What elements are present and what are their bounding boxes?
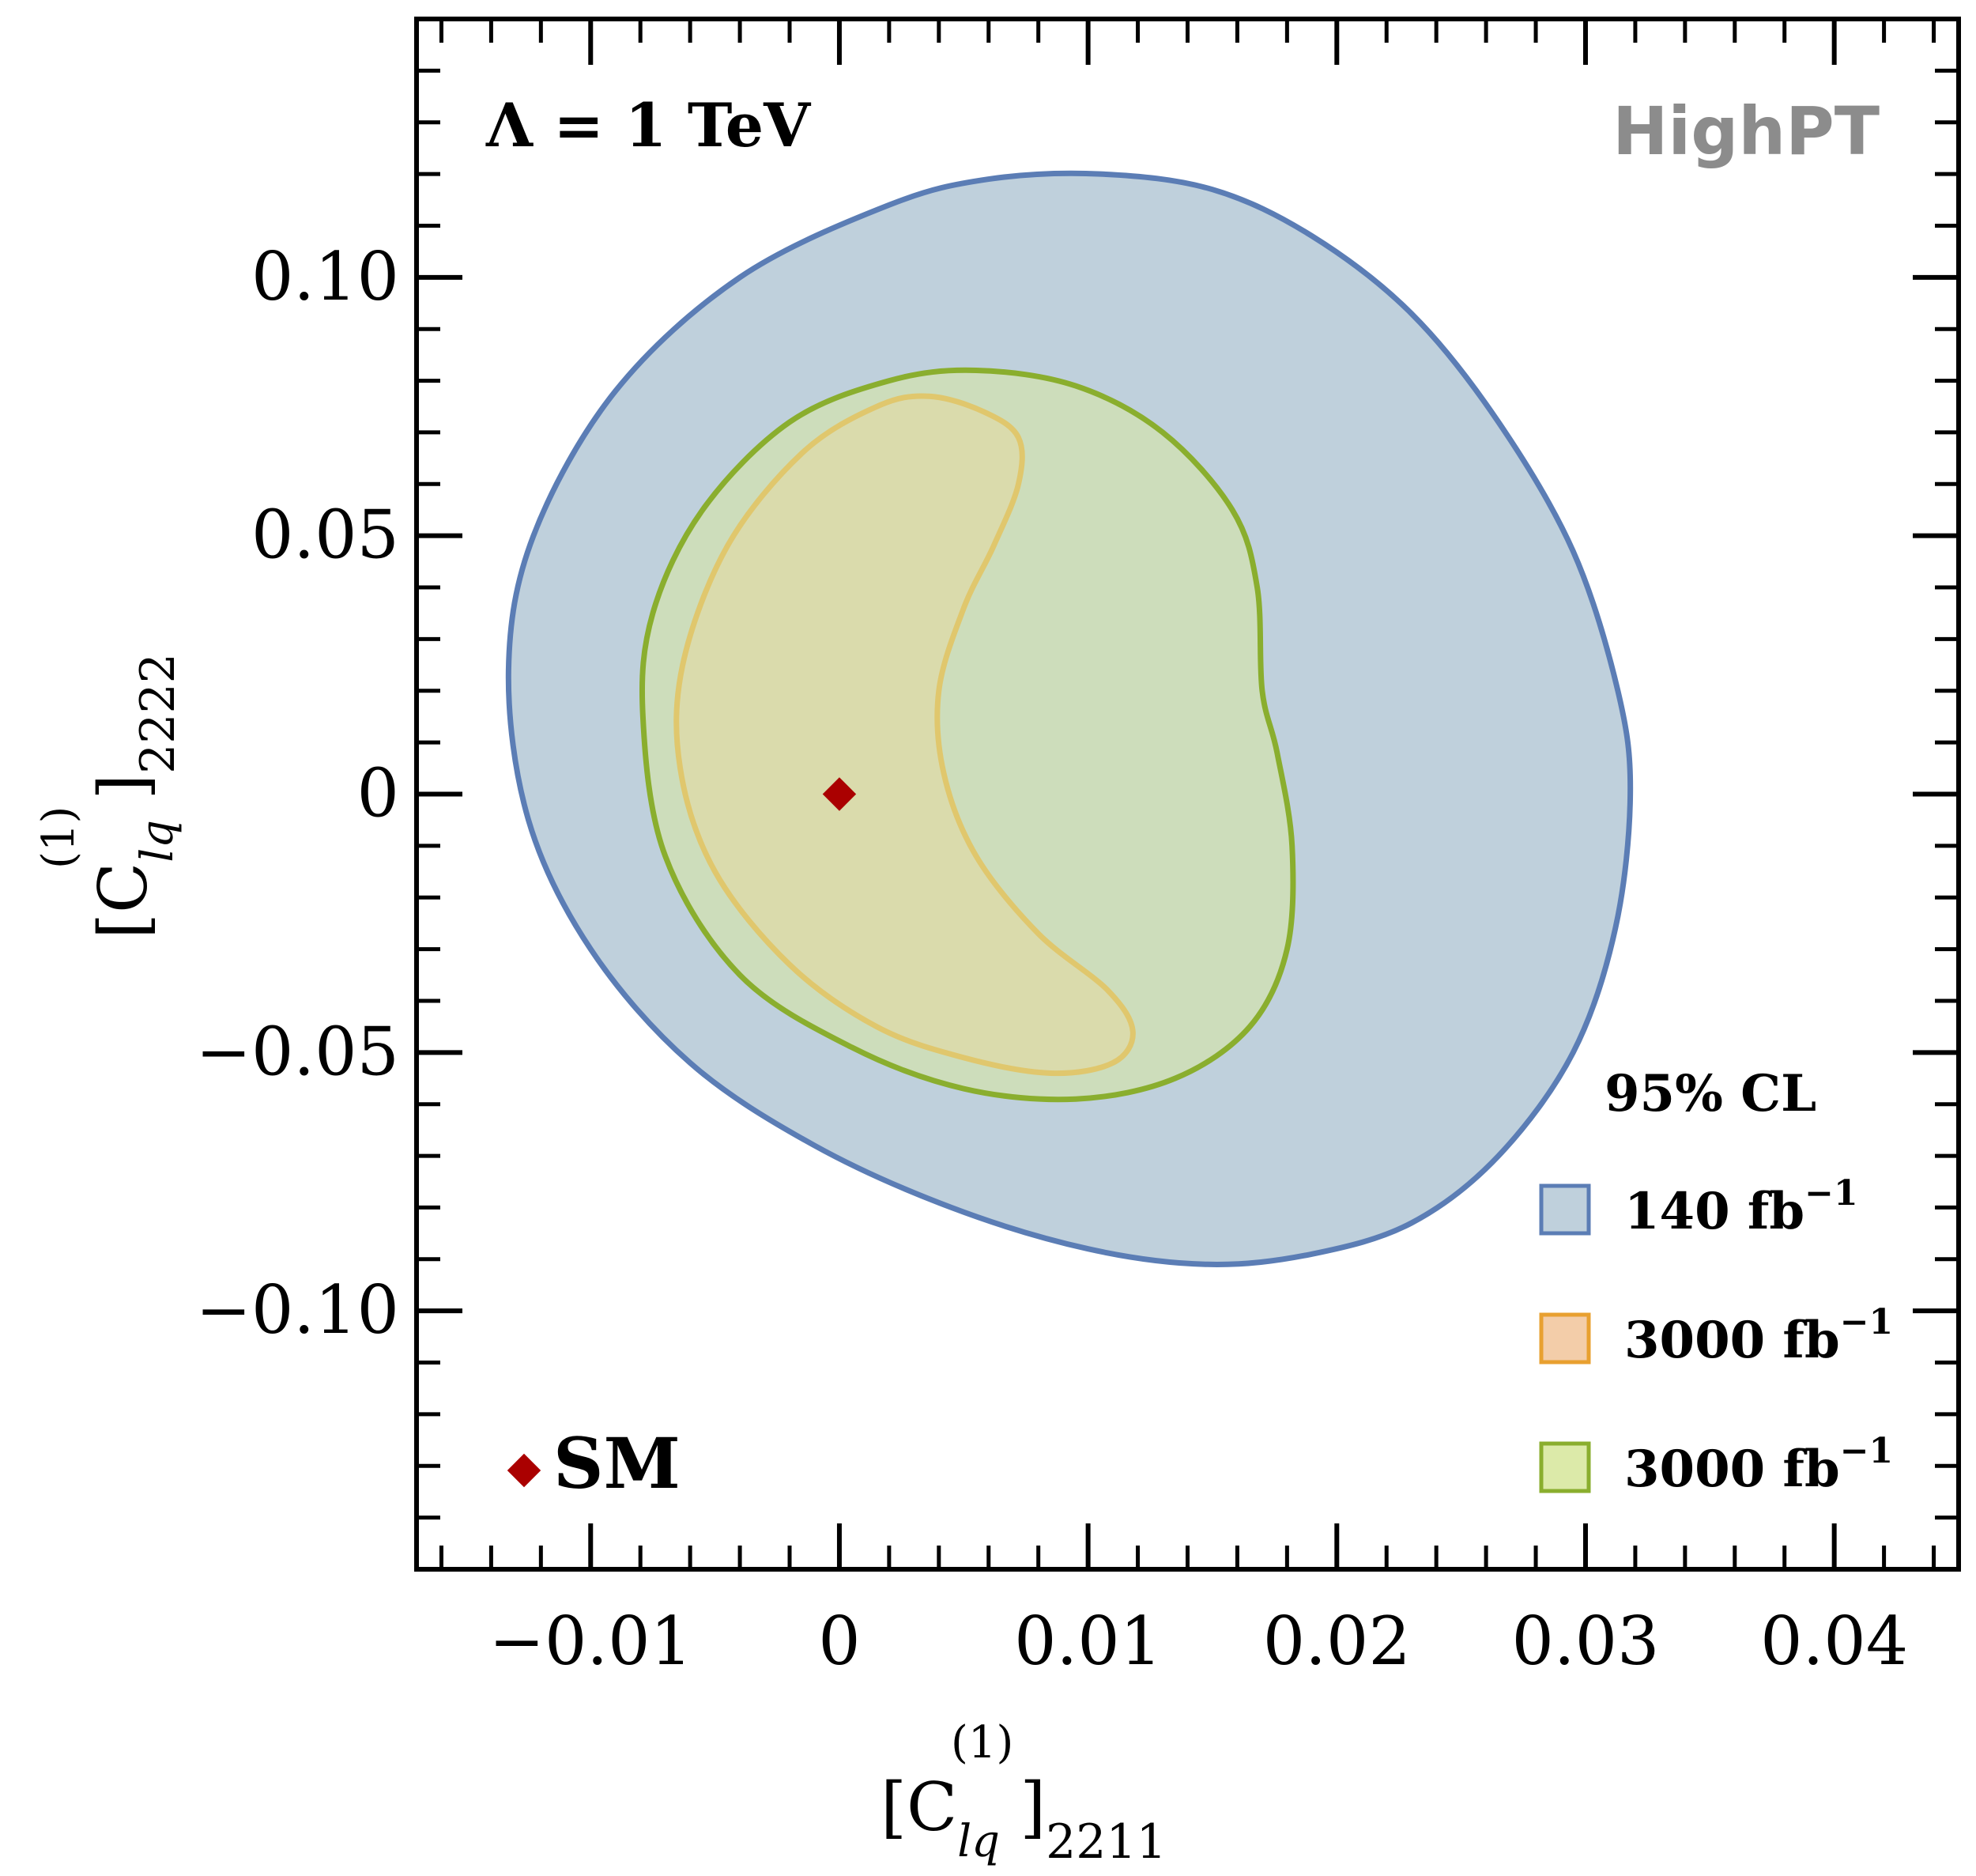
sm-point [822, 777, 857, 811]
contour-regions [505, 170, 1634, 1267]
legend-label-1: 3000 fb−1 [1624, 1302, 1893, 1370]
highpt-logo: HighPT [1612, 92, 1880, 170]
axis-ticks [417, 17, 1959, 1572]
plot-frame [414, 17, 1961, 1572]
legend-title: 95% CL [1605, 1064, 1816, 1123]
y-tick-label: −0.05 [196, 1013, 399, 1090]
sm-legend-label: SM [553, 1422, 681, 1504]
x-tick-label: −0.01 [489, 1602, 692, 1680]
y-tick-label: 0.10 [251, 238, 399, 315]
sm-marker-legend: SM [507, 1422, 681, 1504]
legend-label-2: 3000 fb−1 [1624, 1431, 1893, 1499]
lambda-annotation: Λ = 1 TeV [485, 90, 812, 160]
y-tick-label: 0.05 [251, 496, 399, 574]
x-tick-label: 0.04 [1760, 1602, 1908, 1680]
legend: 95% CL 140 fb−1 3000 fb−1 3000 fb−1 [1539, 1064, 1893, 1499]
x-tick-label: 0.02 [1263, 1602, 1411, 1680]
legend-swatch-1 [1539, 1312, 1591, 1365]
y-tick-label: 0 [357, 755, 399, 832]
tick-labels: −0.01 0 0.01 0.02 0.03 0.04 0.10 0.05 0 −0.05 −0.1… [196, 238, 1909, 1680]
x-tick-label: 0 [818, 1602, 860, 1680]
sm-legend-diamond [507, 1453, 541, 1488]
legend-swatch-0 [1539, 1183, 1591, 1236]
legend-swatch-2 [1539, 1441, 1591, 1493]
y-tick-label: −0.10 [196, 1271, 399, 1349]
y-axis-label: [Clq(1)]2222 [33, 653, 186, 939]
x-tick-label: 0.01 [1014, 1602, 1162, 1680]
x-tick-label: 0.03 [1511, 1602, 1659, 1680]
x-axis-label: [Clq(1)]2211 [881, 1717, 1167, 1870]
region-2 [639, 367, 1296, 1103]
legend-label-0: 140 fb−1 [1624, 1173, 1858, 1241]
